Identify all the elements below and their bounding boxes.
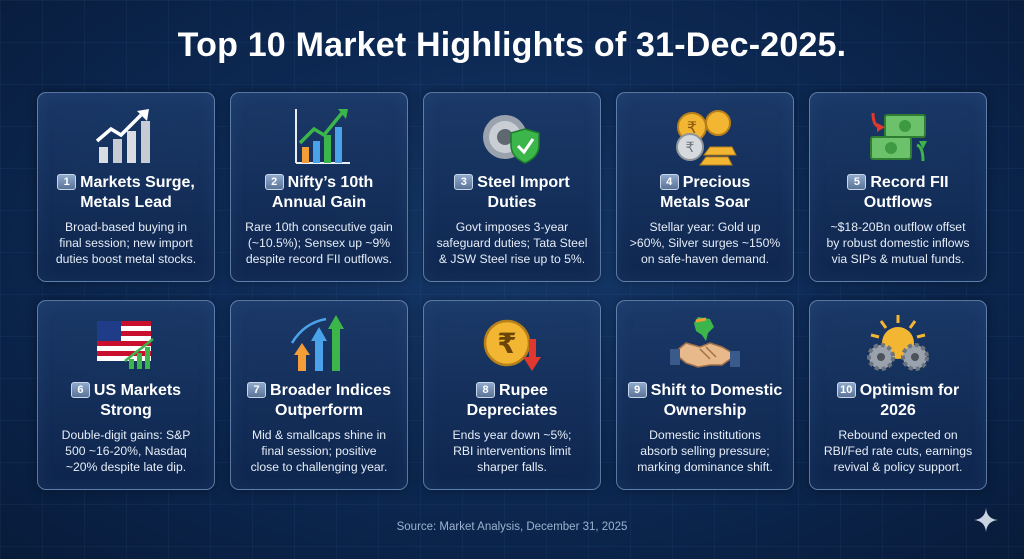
- card-description: Ends year down ~5%; RBI interventions lim…: [452, 428, 572, 474]
- card-title: 8 Rupee Depreciates: [466, 382, 558, 419]
- rupee-down-icon: ₹: [477, 313, 547, 375]
- number-badge: 9: [627, 382, 647, 398]
- highlight-card-10: 10 Optimism for 2026 Rebound expected on RB…: [809, 300, 987, 490]
- card-description: Rebound expected on RBI/Fed rate cuts, ea…: [823, 428, 973, 474]
- card-description: Rare 10th consecutive gain (~10.5%); Sens…: [245, 220, 393, 266]
- highlight-card-4: ₹ ₹ 4 Precious Metals Soar Stellar year: G…: [616, 92, 794, 282]
- card-title: 5 Record FII Outflows: [816, 173, 980, 213]
- highlight-card-9: 9 Shift to Domestic Ownership Domestic ins…: [616, 300, 794, 490]
- card-title: 3 Steel Import Duties: [430, 173, 594, 213]
- handshake-india-icon: [670, 313, 740, 375]
- highlight-card-7: 7 Broader Indices Outperform Mid & smallca…: [230, 300, 408, 490]
- number-badge: 10: [836, 382, 856, 398]
- card-title: 2 Nifty’s 10th Annual Gain: [237, 173, 401, 213]
- cash-flow-icon: [863, 105, 933, 167]
- steel-coil-shield-icon: [477, 105, 547, 167]
- highlight-card-5: 5 Record FII Outflows ~$18-20Bn outflow of…: [809, 92, 987, 282]
- svg-text:₹: ₹: [686, 140, 695, 156]
- card-description: Double-digit gains: S&P 500 ~16-20%, Nasd…: [61, 428, 191, 474]
- us-flag-chart-icon: [91, 313, 161, 375]
- card-title: 1 Markets Surge, Metals Lead: [44, 173, 208, 213]
- number-badge: 5: [847, 174, 867, 190]
- sun-gears-icon: [863, 313, 933, 375]
- rising-chart-icon: [91, 105, 161, 167]
- number-badge: 8: [476, 382, 496, 398]
- gold-coins-bars-icon: ₹ ₹: [670, 105, 740, 167]
- sparkle-icon: [973, 507, 999, 533]
- svg-text:₹: ₹: [687, 118, 697, 137]
- card-description: Broad-based buying in final session; new …: [55, 220, 197, 266]
- number-badge: 2: [264, 174, 284, 190]
- card-description: ~$18-20Bn outflow offset by robust domest…: [826, 220, 970, 266]
- highlight-card-1: 1 Markets Surge, Metals Lead Broad-based b…: [37, 92, 215, 282]
- highlight-card-6: 6 US Markets Strong Double-digit gains: S&…: [37, 300, 215, 490]
- page-title: Top 10 Market Highlights of 31-Dec-2025.: [177, 26, 847, 64]
- bar-chart-arrow-icon: [284, 105, 354, 167]
- highlight-card-8: ₹ 8 Rupee Depreciates Ends year down ~5%; R…: [423, 300, 601, 490]
- number-badge: 4: [659, 174, 679, 190]
- number-badge: 7: [247, 382, 267, 398]
- source-caption: Source: Market Analysis, December 31, 20…: [396, 521, 628, 533]
- highlight-card-3: 3 Steel Import Duties Govt imposes 3-year s…: [423, 92, 601, 282]
- number-badge: 1: [57, 174, 77, 190]
- svg-text:₹: ₹: [497, 327, 516, 360]
- card-description: Domestic institutions absorb selling pres…: [637, 428, 773, 474]
- card-title: 10 Optimism for 2026: [816, 381, 980, 421]
- card-title: 7 Broader Indices Outperform: [237, 381, 401, 421]
- card-title: 9 Shift to Domestic Ownership: [623, 381, 787, 421]
- card-title: 4 Precious Metals Soar: [659, 174, 751, 211]
- card-title: 6 US Markets Strong: [44, 381, 208, 421]
- rising-arrows-icon: [284, 313, 354, 375]
- card-description: Stellar year: Gold up >60%, Silver surges…: [629, 220, 781, 266]
- number-badge: 3: [454, 174, 474, 190]
- card-description: Mid & smallcaps shine in final session; p…: [250, 428, 388, 474]
- card-description: Govt imposes 3-year safeguard duties; Tat…: [436, 220, 588, 266]
- highlight-card-2: 2 Nifty’s 10th Annual Gain Rare 10th conse…: [230, 92, 408, 282]
- number-badge: 6: [70, 382, 90, 398]
